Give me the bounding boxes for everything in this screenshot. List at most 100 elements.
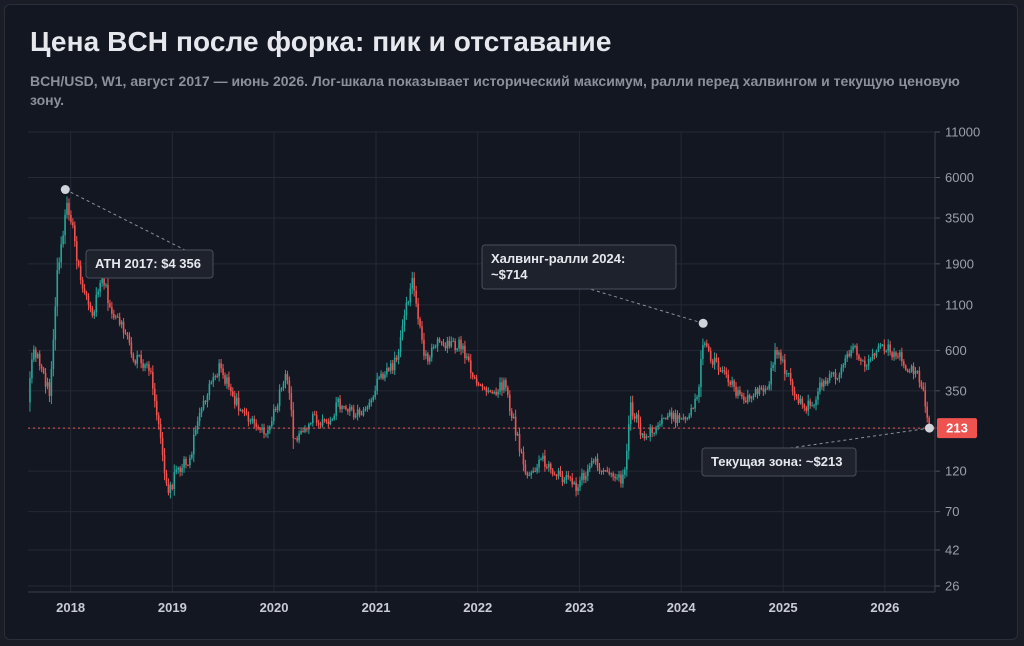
candle-body bbox=[505, 380, 507, 388]
candle-body bbox=[144, 364, 146, 368]
candle-body bbox=[60, 244, 62, 263]
candle-body bbox=[902, 361, 905, 366]
candle-body bbox=[491, 391, 494, 394]
candle-body bbox=[456, 348, 458, 351]
x-tick-label: 2025 bbox=[769, 600, 798, 615]
candle-body bbox=[434, 346, 437, 348]
candle-body bbox=[360, 414, 363, 416]
candle-body bbox=[446, 340, 449, 349]
candle-body bbox=[614, 476, 616, 479]
candle-body bbox=[64, 214, 66, 236]
candle-body bbox=[750, 396, 753, 399]
candle-body bbox=[132, 354, 135, 361]
candle-body bbox=[787, 373, 790, 375]
candle-body bbox=[655, 427, 657, 433]
chart-title: Цена BCH после форка: пик и отставание bbox=[30, 26, 612, 57]
candle-body bbox=[75, 241, 78, 261]
candle-body bbox=[397, 351, 400, 360]
candle-body bbox=[856, 346, 858, 356]
candle-body bbox=[152, 371, 154, 389]
y-tick-label: 26 bbox=[945, 578, 959, 593]
candle-body bbox=[618, 474, 620, 478]
candle-body bbox=[495, 391, 497, 395]
candle-body bbox=[823, 380, 825, 387]
candle-body bbox=[926, 406, 928, 418]
candle-body bbox=[577, 487, 579, 492]
candle-body bbox=[226, 377, 228, 384]
candle-body bbox=[345, 406, 347, 410]
candle-body bbox=[518, 434, 521, 452]
candle-body bbox=[399, 336, 402, 352]
candle-body bbox=[606, 470, 609, 472]
candle-body bbox=[210, 382, 213, 384]
candle-body bbox=[846, 353, 849, 359]
y-tick-label: 3500 bbox=[945, 210, 974, 225]
candle-body bbox=[702, 344, 704, 359]
candle-body bbox=[126, 333, 129, 336]
candle-body bbox=[124, 332, 127, 334]
candle-body bbox=[723, 370, 726, 372]
candle-body bbox=[150, 370, 152, 372]
candle-body bbox=[501, 382, 503, 391]
candle-body bbox=[503, 380, 505, 391]
candle-body bbox=[795, 396, 798, 398]
candle-body bbox=[694, 398, 696, 409]
candle-body bbox=[799, 398, 802, 404]
candle-body bbox=[432, 346, 435, 348]
candle-body bbox=[549, 463, 552, 470]
candle-body bbox=[641, 433, 644, 436]
candle-body bbox=[54, 306, 57, 340]
candle-body bbox=[713, 357, 716, 365]
candle-body bbox=[40, 365, 43, 369]
candle-body bbox=[850, 349, 852, 357]
candle-body bbox=[616, 477, 618, 479]
candle-body bbox=[645, 436, 648, 439]
candle-body bbox=[136, 355, 139, 364]
y-tick-label: 6000 bbox=[945, 170, 974, 185]
annotation-label: ~$714 bbox=[491, 267, 528, 282]
candle-body bbox=[228, 377, 230, 387]
candle-body bbox=[867, 359, 870, 366]
candle-body bbox=[331, 419, 334, 421]
candle-body bbox=[315, 414, 318, 423]
candle-body bbox=[468, 356, 470, 361]
candle-body bbox=[629, 402, 632, 425]
candle-body bbox=[319, 424, 322, 426]
candle-body bbox=[376, 378, 378, 391]
candle-body bbox=[208, 383, 211, 396]
candle-body bbox=[89, 304, 92, 309]
candle-body bbox=[585, 475, 587, 480]
candle-body bbox=[313, 414, 316, 416]
candle-body bbox=[863, 360, 866, 367]
candle-body bbox=[384, 374, 386, 379]
candle-body bbox=[362, 409, 365, 416]
candle-body bbox=[29, 378, 31, 403]
candle-body bbox=[766, 388, 769, 390]
candle-body bbox=[347, 409, 349, 412]
candle-body bbox=[748, 395, 751, 399]
candle-body bbox=[44, 372, 47, 387]
candle-body bbox=[198, 412, 201, 422]
candle-body bbox=[224, 375, 226, 384]
candle-body bbox=[852, 346, 854, 350]
candle-body bbox=[233, 395, 236, 405]
candle-body bbox=[862, 360, 864, 362]
candle-body bbox=[70, 214, 72, 223]
candle-body bbox=[622, 474, 624, 484]
candle-body bbox=[887, 344, 889, 351]
candle-body bbox=[280, 387, 283, 390]
candle-body bbox=[485, 387, 488, 392]
candle-body bbox=[899, 352, 901, 357]
candle-body bbox=[764, 388, 767, 392]
candle-body bbox=[579, 480, 581, 488]
candle-body bbox=[785, 373, 788, 375]
candle-body bbox=[466, 356, 468, 359]
candle-body bbox=[610, 473, 613, 475]
candle-body bbox=[321, 419, 324, 426]
candle-body bbox=[547, 463, 550, 468]
candle-body bbox=[148, 364, 150, 371]
candle-body bbox=[811, 405, 813, 407]
candle-body bbox=[333, 415, 336, 420]
candle-body bbox=[729, 381, 731, 385]
annotation-marker bbox=[924, 423, 934, 433]
